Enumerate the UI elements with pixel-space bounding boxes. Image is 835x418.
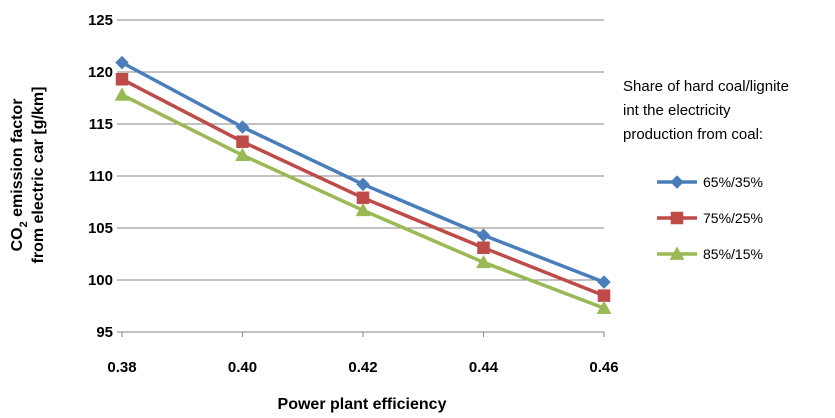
series-layer	[114, 55, 612, 314]
y-tick-label: 100	[88, 272, 113, 289]
legend: Share of hard coal/lignite int the elect…	[623, 78, 789, 262]
x-tick-label: 0.46	[589, 359, 618, 376]
data-point-0-2	[356, 177, 370, 192]
legend-item-2: 85%/15%	[657, 246, 763, 262]
y-tick-label: 125	[88, 12, 113, 29]
y-tick-label: 115	[89, 116, 113, 133]
data-point-2-3	[476, 254, 491, 269]
y-axis-ticks: 95 100 105 110 115 120 125	[88, 12, 122, 341]
data-point-1-4	[597, 289, 611, 302]
data-point-0-3	[476, 228, 491, 243]
data-point-1-0	[115, 73, 129, 86]
y-axis-title-prefix: CO	[9, 227, 26, 251]
series-2	[114, 87, 612, 314]
data-point-2-2	[355, 202, 371, 217]
x-tick-label: 0.44	[469, 359, 499, 376]
legend-label-0: 65%/35%	[703, 174, 763, 190]
y-axis-title-line-2: from electric car [g/km]	[30, 87, 47, 264]
legend-marker-1	[670, 211, 684, 225]
y-tick-label: 95	[96, 324, 113, 341]
legend-label-2: 85%/15%	[703, 246, 763, 262]
data-point-1-3	[477, 241, 490, 255]
series-line-0	[121, 61, 605, 284]
data-point-2-4	[596, 300, 612, 314]
x-tick-label: 0.42	[348, 359, 377, 376]
x-axis-ticks: 0.38 0.40 0.42 0.44 0.46	[107, 332, 619, 376]
y-tick-label: 105	[88, 220, 113, 237]
legend-marker-0	[670, 175, 684, 189]
legend-title-line-1: Share of hard coal/lignite	[623, 78, 789, 95]
data-point-0-1	[235, 120, 250, 134]
y-tick-label: 110	[89, 168, 113, 185]
y-axis-title-subscript: 2	[18, 221, 30, 227]
gridlines	[122, 19, 604, 281]
series-1	[115, 73, 611, 302]
data-point-0-0	[115, 55, 129, 70]
legend-label-1: 75%/25%	[703, 210, 763, 226]
legend-item-1: 75%/25%	[657, 210, 763, 226]
data-point-2-1	[235, 147, 250, 162]
data-point-1-2	[356, 191, 370, 205]
data-point-1-1	[236, 135, 249, 148]
data-point-2-0	[114, 87, 130, 101]
legend-marker-2	[669, 246, 685, 260]
x-tick-label: 0.40	[228, 359, 257, 376]
y-axis-title: CO2 emission factor from electric car [g…	[9, 87, 47, 264]
x-tick-label: 0.38	[107, 359, 136, 376]
data-point-0-4	[597, 275, 611, 289]
legend-title-line-3: production from coal:	[623, 126, 763, 143]
y-tick-label: 120	[88, 64, 113, 81]
legend-items: 65%/35% 75%/25% 85%/15%	[657, 174, 763, 262]
y-axis-title-line-1: CO2 emission factor	[9, 99, 30, 252]
series-0	[115, 55, 611, 289]
legend-title-line-2: int the electricity	[623, 102, 731, 119]
y-axis-title-suffix: emission factor	[9, 99, 26, 222]
legend-item-0: 65%/35%	[657, 174, 763, 190]
x-axis-title: Power plant efficiency	[278, 396, 447, 413]
